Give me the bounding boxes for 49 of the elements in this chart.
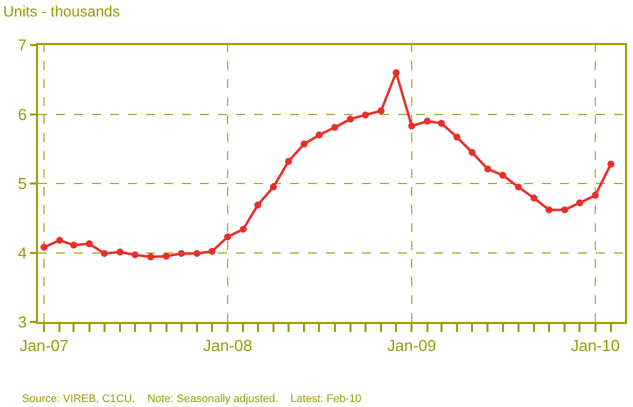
y-tick-label: 3	[18, 314, 27, 332]
point	[438, 120, 445, 127]
point	[116, 248, 124, 256]
point	[484, 165, 492, 172]
point	[208, 248, 216, 255]
x-tick-label: Jan-09	[387, 338, 436, 356]
point	[592, 192, 599, 199]
point	[270, 183, 277, 190]
point	[378, 107, 385, 114]
point	[468, 148, 476, 156]
point	[424, 118, 431, 125]
point	[284, 158, 292, 165]
point	[300, 140, 308, 148]
y-tick-label: 6	[18, 106, 27, 124]
point	[178, 250, 185, 257]
point	[454, 134, 460, 141]
chart-title: Units - thousands	[3, 4, 120, 21]
point	[392, 69, 400, 76]
point	[240, 226, 247, 233]
point	[331, 124, 338, 131]
point	[224, 233, 232, 240]
point	[132, 251, 139, 258]
point	[254, 201, 262, 208]
point	[346, 116, 354, 123]
point	[561, 206, 568, 214]
source-note: Source: VIREB, C1CU. Note: Seasonally adjusted. Latest: Feb-10	[22, 393, 362, 405]
y-tick-label: 4	[18, 245, 27, 262]
point	[408, 122, 416, 130]
point	[362, 111, 369, 118]
point	[546, 206, 553, 214]
x-tick-label: Jan-10	[570, 338, 620, 356]
point	[86, 240, 93, 248]
point	[100, 250, 108, 257]
point	[147, 253, 154, 260]
y-tick-label: 5	[18, 176, 27, 194]
point	[530, 194, 538, 202]
point	[56, 236, 64, 244]
point	[70, 242, 78, 249]
x-tick-label: Jan-08	[203, 338, 252, 356]
x-tick-label: Jan-07	[20, 338, 69, 356]
point	[499, 172, 506, 179]
point	[40, 244, 48, 251]
point	[607, 160, 614, 168]
y-tick-label: 7	[18, 38, 27, 55]
point	[193, 250, 200, 257]
point	[514, 183, 522, 190]
point	[316, 132, 323, 139]
point	[576, 199, 584, 206]
point	[162, 252, 170, 260]
